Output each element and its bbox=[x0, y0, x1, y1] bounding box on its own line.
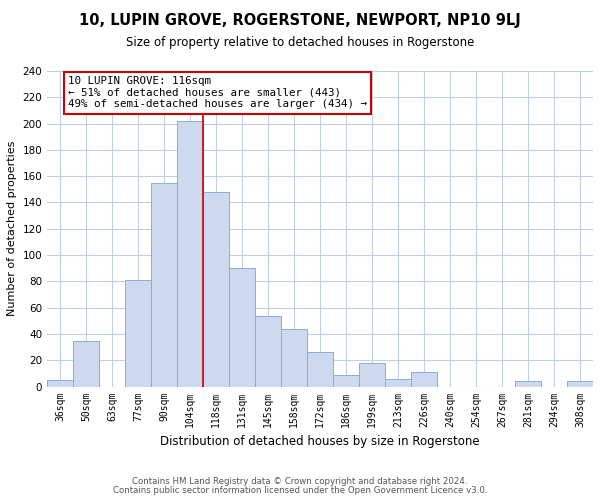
Text: Size of property relative to detached houses in Rogerstone: Size of property relative to detached ho… bbox=[126, 36, 474, 49]
Bar bbox=[385, 378, 411, 386]
X-axis label: Distribution of detached houses by size in Rogerstone: Distribution of detached houses by size … bbox=[160, 435, 480, 448]
Bar bbox=[567, 382, 593, 386]
Bar bbox=[333, 375, 359, 386]
Bar bbox=[203, 192, 229, 386]
Bar bbox=[47, 380, 73, 386]
Bar bbox=[177, 121, 203, 386]
Text: 10, LUPIN GROVE, ROGERSTONE, NEWPORT, NP10 9LJ: 10, LUPIN GROVE, ROGERSTONE, NEWPORT, NP… bbox=[79, 12, 521, 28]
Bar bbox=[151, 182, 177, 386]
Bar bbox=[307, 352, 333, 386]
Bar bbox=[125, 280, 151, 386]
Bar bbox=[411, 372, 437, 386]
Bar bbox=[515, 382, 541, 386]
Y-axis label: Number of detached properties: Number of detached properties bbox=[7, 141, 17, 316]
Bar bbox=[73, 340, 99, 386]
Text: 10 LUPIN GROVE: 116sqm
← 51% of detached houses are smaller (443)
49% of semi-de: 10 LUPIN GROVE: 116sqm ← 51% of detached… bbox=[68, 76, 367, 110]
Bar bbox=[229, 268, 255, 386]
Text: Contains public sector information licensed under the Open Government Licence v3: Contains public sector information licen… bbox=[113, 486, 487, 495]
Bar bbox=[281, 328, 307, 386]
Text: Contains HM Land Registry data © Crown copyright and database right 2024.: Contains HM Land Registry data © Crown c… bbox=[132, 477, 468, 486]
Bar bbox=[359, 363, 385, 386]
Bar bbox=[255, 316, 281, 386]
